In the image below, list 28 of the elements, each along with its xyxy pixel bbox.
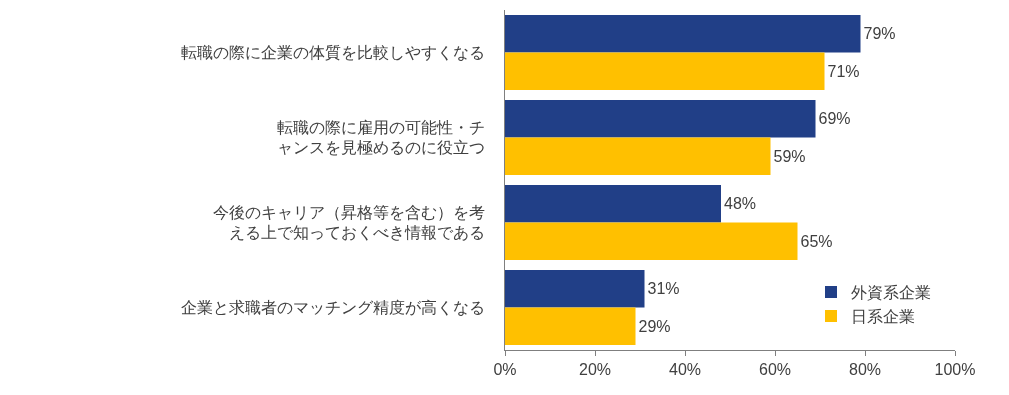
x-tick-label: 20% (578, 361, 612, 379)
x-tick-label: 60% (758, 361, 792, 379)
data-label: 65% (800, 232, 833, 250)
legend-label: 日系企業 (851, 308, 915, 326)
bar (505, 137, 771, 175)
bar (505, 270, 645, 308)
y-tick-label: 転職の際に企業の体質を比較しやすくなる (180, 44, 485, 62)
bar (505, 185, 721, 223)
data-label: 31% (647, 280, 680, 298)
y-tick-label: 転職の際に雇用の可能性・チャンスを見極めるのに役立つ (276, 118, 485, 157)
x-tick-label: 80% (848, 361, 882, 379)
legend-label: 外資系企業 (851, 284, 931, 302)
y-tick-label: 今後のキャリア（昇格等を含む）を考える上で知っておくべき情報である (212, 203, 485, 242)
bar (505, 15, 861, 53)
data-label: 69% (818, 110, 851, 128)
data-label: 79% (863, 25, 896, 43)
data-label: 59% (773, 147, 806, 165)
bar (505, 222, 798, 260)
bar (505, 52, 825, 90)
bar (505, 307, 636, 345)
bar (505, 100, 816, 138)
x-tick-label: 100% (934, 361, 976, 379)
x-tick-label: 40% (668, 361, 702, 379)
y-tick-label: 企業と求職者のマッチング精度が高くなる (180, 299, 485, 317)
data-label: 29% (638, 317, 671, 335)
data-label: 48% (724, 195, 757, 213)
x-tick-label: 0% (493, 361, 517, 379)
data-label: 71% (827, 62, 860, 80)
